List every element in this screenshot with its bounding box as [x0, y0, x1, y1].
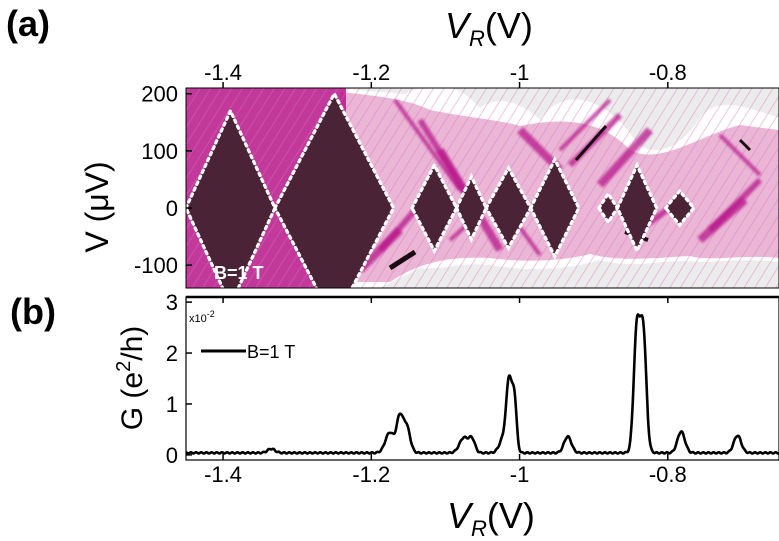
heatmap-resonance-line	[357, 227, 403, 273]
conductance-xlabel: VR(V)	[447, 495, 535, 541]
conductance-x-tick-label: -1.4	[204, 462, 242, 487]
panel-label-a: (a)	[6, 3, 50, 44]
conductance-axes: -1.4 -1.2 -1 -0.8 0 1 2 3	[166, 290, 779, 487]
heatmap-x-tick-label: -1	[510, 60, 530, 85]
heatmap-x-tick-label: -1.4	[204, 60, 242, 85]
heatmap-resonance-line	[574, 125, 608, 161]
conductance-x-tick-label: -1.2	[352, 462, 390, 487]
heatmap-xlabel-var: V	[445, 5, 472, 46]
conductance-xlabel-unit: (V)	[487, 495, 535, 536]
coulomb-diamond-outline	[663, 188, 696, 228]
conductance-ylabel: G (e2/h)	[113, 326, 149, 431]
heatmap-x-tick-label: -1.2	[352, 60, 390, 85]
conductance-y-tick-label: 0	[166, 443, 178, 468]
conductance-xlabel-var: V	[447, 495, 474, 536]
coulomb-diamond-fill	[274, 93, 394, 288]
coulomb-diamond-fill	[617, 165, 657, 251]
heatmap-y-tick-label: 0	[166, 196, 178, 221]
heatmap-y-tick-label: 200	[141, 82, 178, 107]
coulomb-diamonds	[186, 90, 696, 288]
scale-factor-label: x10-2	[189, 309, 215, 325]
heatmap-resonance-line	[558, 98, 612, 152]
heatmap-plot	[186, 88, 779, 288]
conductance-y-tick-label: 3	[166, 290, 178, 315]
heatmap-xlabel-sub: R	[469, 26, 485, 51]
coulomb-diamond-outline	[528, 155, 581, 261]
scale-factor-exp: -2	[207, 309, 215, 319]
conductance-trace	[186, 313, 779, 455]
conductance-plot	[186, 313, 779, 455]
heatmap-xlabel: VR(V)	[445, 5, 533, 51]
conductance-xlabel-sub: R	[471, 516, 487, 541]
conductance-x-tick-label: -1	[510, 462, 530, 487]
conductance-ylabel-tail: /h)	[116, 326, 149, 361]
panel-label-b: (b)	[10, 291, 56, 332]
heatmap-axes: -1.4 -1.2 -1 -0.8 200 100 0 -100	[134, 60, 779, 289]
coulomb-diamond-fill	[186, 110, 275, 288]
conductance-y-tick-label: 1	[166, 392, 178, 417]
heatmap-resonance-line	[388, 249, 417, 271]
coulomb-diamond-outline	[273, 90, 396, 288]
heatmap-resonance-line	[738, 138, 752, 152]
heatmap-ylabel: V (μV)	[79, 161, 115, 252]
heatmap-resonance-line	[393, 98, 462, 192]
heatmap-xlabel-unit: (V)	[485, 5, 533, 46]
legend-label: B=1 T	[247, 342, 295, 362]
heatmap-x-tick-label: -0.8	[649, 60, 687, 85]
scale-factor-base: x10	[189, 313, 207, 325]
conductance-x-tick-label: -0.8	[649, 462, 687, 487]
conductance-frame	[185, 296, 779, 461]
heatmap-resonance-line	[597, 127, 653, 188]
heatmap-resonance-line	[697, 197, 748, 243]
legend: B=1 T	[201, 342, 295, 362]
heatmap-y-tick-label: -100	[134, 253, 178, 278]
conductance-ylabel-main: G (e	[116, 372, 149, 430]
conductance-ylabel-sup: 2	[113, 361, 135, 372]
conductance-y-tick-label: 2	[166, 341, 178, 366]
coulomb-diamond-outline	[615, 161, 659, 255]
heatmap-annotation: B=1 T	[214, 263, 264, 283]
heatmap-frame	[185, 87, 779, 289]
heatmap-y-tick-label: 100	[141, 139, 178, 164]
heatmap-resonance-line	[718, 133, 762, 177]
coulomb-diamond-outline	[454, 172, 488, 244]
